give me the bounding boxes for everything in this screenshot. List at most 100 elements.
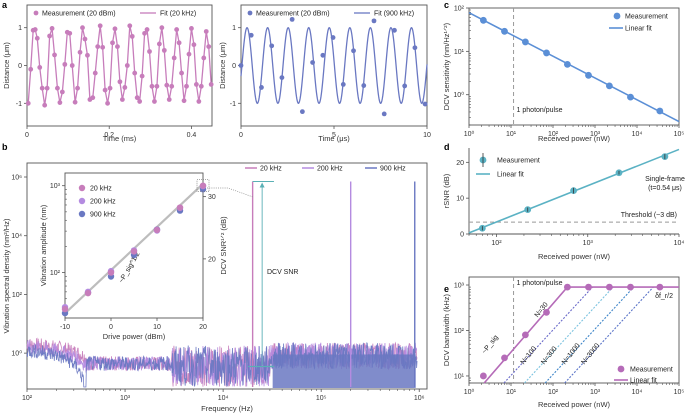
guide-line — [564, 286, 654, 384]
legend-marker — [33, 10, 39, 16]
y-axis-label: Vibration spectral density (nm²/Hz) — [2, 218, 11, 333]
x-tick-label: 10³ — [590, 389, 601, 396]
data-point — [422, 101, 428, 107]
legend-label: Fit (900 kHz) — [374, 11, 414, 18]
data-point — [656, 107, 664, 115]
guide-line-label: N=300 — [540, 345, 558, 366]
x-tick-label: 10³ — [583, 240, 594, 247]
data-point — [122, 85, 128, 90]
legend-label: 900 kHz — [380, 166, 406, 173]
x-axis-label: Frequency (Hz) — [201, 404, 253, 413]
y-tick-label: 10² — [50, 270, 61, 277]
data-point — [100, 44, 106, 50]
y-tick-label: 20 — [456, 160, 464, 167]
panel-letter-e: e — [444, 284, 449, 294]
data-point — [656, 283, 664, 291]
data-point — [107, 269, 115, 276]
data-point — [129, 33, 135, 39]
x-tick-label: 0 — [109, 324, 113, 331]
fit-line — [240, 26, 428, 105]
data-point — [193, 82, 199, 87]
y-tick-label: 0 — [232, 63, 236, 70]
y-tick-label: 1 — [232, 25, 236, 32]
data-point — [149, 83, 155, 89]
data-point — [161, 47, 167, 53]
y-tick-label: 10⁴ — [11, 233, 22, 240]
data-point — [320, 52, 326, 58]
legend-label: Measurement (20 dBm) — [42, 11, 116, 18]
data-point — [191, 42, 197, 48]
data-point — [299, 109, 305, 115]
legend-marker — [78, 210, 86, 218]
inset-frame — [64, 172, 204, 319]
legend-marker — [247, 10, 253, 16]
x-tick-label: 20 — [199, 324, 207, 331]
data-point — [585, 71, 592, 79]
data-point — [351, 48, 356, 54]
data-point — [501, 354, 508, 362]
x-axis-label: Received power (nW) — [538, 134, 611, 143]
data-point — [102, 87, 108, 93]
data-point — [392, 27, 397, 33]
x-tick-label: 10⁴ — [218, 395, 229, 402]
data-point — [521, 38, 529, 46]
data-point — [47, 33, 53, 39]
data-point — [176, 40, 182, 46]
panel-a1-frame — [26, 4, 213, 127]
x-tick-label: 10 — [423, 132, 431, 139]
y-tick-label: -1 — [230, 101, 236, 108]
data-point — [57, 100, 63, 105]
data-point — [82, 36, 88, 42]
legend-marker — [78, 184, 86, 192]
data-point — [119, 97, 125, 102]
data-point — [543, 49, 550, 57]
data-point — [201, 55, 207, 61]
annotation-label: Single-frame — [645, 176, 685, 183]
y-axis-label: Distance (μm) — [218, 42, 227, 89]
data-point — [203, 29, 209, 34]
y-tick-label: 10³ — [454, 283, 465, 290]
guide-line — [503, 286, 593, 384]
data-point — [95, 44, 101, 49]
data-point — [330, 35, 336, 40]
data-point — [198, 83, 204, 89]
data-point — [189, 26, 194, 31]
x-tick-label: 10⁴ — [632, 389, 643, 396]
legend-label: 200 kHz — [90, 199, 116, 206]
x-tick-label: 10⁶ — [414, 395, 425, 402]
x-tick-label: 5 — [332, 132, 336, 139]
y2-tick-label: 20 — [208, 256, 216, 263]
y-tick-label: 10⁰ — [453, 91, 464, 99]
data-point — [479, 372, 487, 380]
x-tick-label: -10 — [60, 324, 70, 331]
y2-axis-label: DCV SNR¹ᐟ² (dB) — [219, 216, 228, 275]
data-point — [139, 73, 145, 79]
legend-label: Measurement (20 dBm) — [256, 11, 330, 18]
photon-limit-label: 1 photon/pulse — [517, 107, 563, 114]
data-point — [67, 30, 73, 36]
data-point — [61, 305, 69, 313]
plateau-label: δf_r/2 — [655, 293, 673, 300]
data-point — [153, 226, 161, 234]
data-point — [412, 45, 418, 51]
data-point — [72, 99, 78, 105]
highlight-box — [196, 179, 210, 193]
panel-letter-b: b — [2, 142, 8, 152]
panel-c-frame — [468, 7, 680, 126]
data-point — [39, 85, 45, 91]
y-tick-label: 0 — [460, 232, 464, 239]
data-point — [25, 100, 31, 106]
x-tick-label: 10² — [548, 389, 559, 396]
panel-letter-c: c — [444, 0, 449, 10]
panel-b-frame — [26, 162, 428, 390]
legend-marker — [613, 12, 621, 20]
data-point — [85, 52, 90, 58]
data-point — [208, 82, 214, 87]
y-tick-label: 10² — [12, 292, 23, 299]
guide-line-label: N=1000 — [561, 342, 582, 366]
x-tick-label: 10³ — [120, 395, 131, 402]
arrow-head-icon — [259, 182, 265, 188]
data-point — [310, 60, 316, 65]
data-point — [371, 18, 377, 24]
